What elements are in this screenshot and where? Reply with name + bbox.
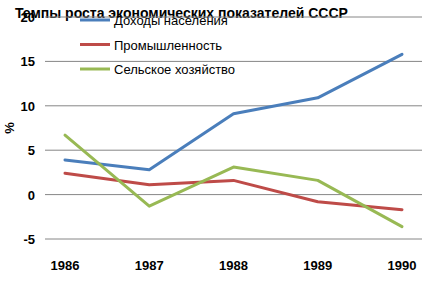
legend-swatch [80, 19, 110, 22]
legend-label: Доходы населения [114, 13, 228, 28]
grid-line [45, 150, 422, 151]
y-tick-label: 15 [21, 54, 35, 69]
y-tick-label: 20 [21, 10, 35, 25]
grid-line [45, 239, 422, 240]
y-tick-label: 0 [28, 188, 35, 203]
x-tick-label: 1986 [51, 258, 80, 273]
y-tick-label: -5 [23, 232, 35, 247]
grid-line [45, 17, 422, 18]
x-tick-label: 1990 [388, 258, 417, 273]
series-group [65, 54, 402, 226]
y-tick-label: 5 [28, 143, 35, 158]
x-tick-label: 1988 [219, 258, 248, 273]
y-axis-label: % [2, 122, 17, 134]
x-tick-label: 1989 [303, 258, 332, 273]
grid-line [45, 105, 422, 106]
chart-svg: Темпы роста экономических показателей СС… [0, 0, 434, 294]
x-tick-label: 1987 [135, 258, 164, 273]
series-line [65, 135, 402, 226]
series-line [65, 54, 402, 169]
y-tick-label: 10 [21, 99, 35, 114]
legend-swatch [80, 43, 110, 46]
legend-label: Промышленность [114, 38, 222, 53]
chart-container: Темпы роста экономических показателей СС… [0, 0, 434, 294]
legend-label: Сельское хозяйство [114, 62, 235, 77]
grid-line [45, 194, 422, 195]
legend-swatch [80, 68, 110, 71]
